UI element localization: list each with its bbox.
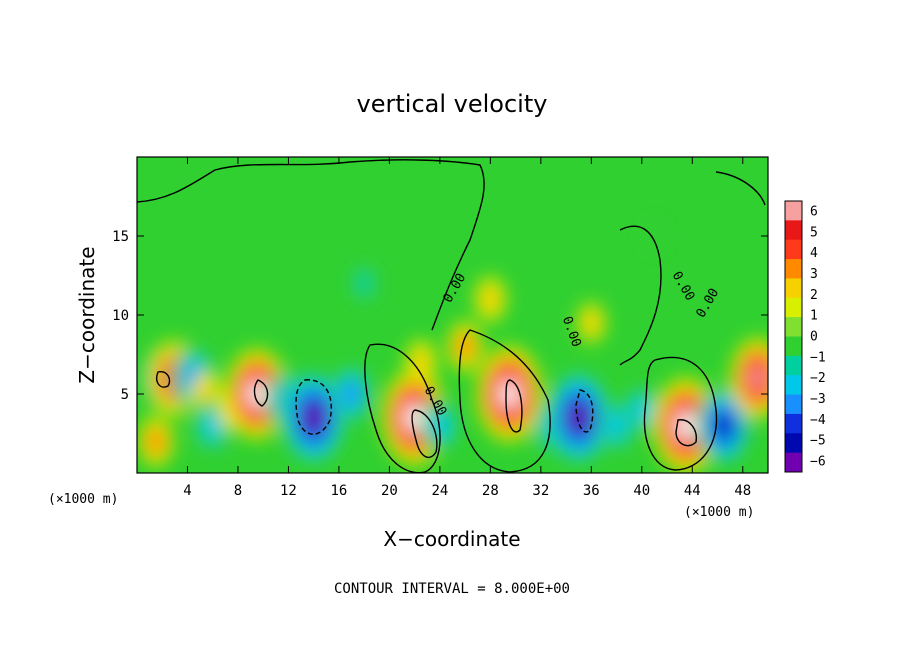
x-tick-label-12: 12 xyxy=(280,483,297,499)
colorbar-tick-2: 4 xyxy=(810,246,818,261)
field-blob-25-2 xyxy=(355,270,374,297)
y-tick-label-10: 10 xyxy=(112,308,129,324)
colorbar-swatch-13 xyxy=(785,452,802,473)
x-tick-label-44: 44 xyxy=(684,483,701,499)
x-tick-label-48: 48 xyxy=(734,483,751,499)
colorbar-frame xyxy=(784,200,803,473)
contour-interval-note: CONTOUR INTERVAL = 8.000E+00 xyxy=(334,581,570,597)
plot-area: 0.000.000.000.000.00 xyxy=(137,157,768,473)
contour-mid-1 xyxy=(295,379,332,435)
colorbar-swatch-9 xyxy=(785,375,802,396)
y-axis-label: Z−coordinate xyxy=(75,246,99,383)
colorbar-tick-0: 6 xyxy=(810,204,818,219)
colorbar-tick-4: 2 xyxy=(810,288,818,303)
field-blob-0-3 xyxy=(147,428,165,454)
contour-inner-1 xyxy=(411,409,438,459)
x-axis-label: X−coordinate xyxy=(383,527,520,551)
colorbar-tick-6: 0 xyxy=(810,330,818,345)
colorbar-tick-12: −6 xyxy=(810,455,826,470)
colorbar-tick-7: −1 xyxy=(810,350,826,365)
field-blobs xyxy=(138,218,768,473)
contour-left-2 xyxy=(253,379,269,407)
field-blob-23-6 xyxy=(716,414,732,438)
y-tick-label-15: 15 xyxy=(112,229,129,245)
x-tick-label-4: 4 xyxy=(183,483,191,499)
field-blob-15-2 xyxy=(480,284,501,315)
colorbar: 6 5 4 3 2 1 0 −1 −2 −3 −4 −5 −6 xyxy=(784,200,826,473)
x-axis-ticks: 4 8 12 16 20 24 28 32 36 40 44 48 xyxy=(183,157,751,499)
x-unit-label-left: (×1000 m) xyxy=(48,492,118,507)
field-blob-5-3 xyxy=(203,411,223,440)
contour-ring-2 xyxy=(458,329,551,473)
y-axis-ticks: 5 10 15 xyxy=(112,229,768,403)
field-blob-20-3 xyxy=(607,411,626,440)
colorbar-swatch-11 xyxy=(785,413,802,434)
field-blob-24-6 xyxy=(750,366,766,390)
field-blob-10-4 xyxy=(343,382,360,406)
colorbar-swatch-3 xyxy=(785,259,802,279)
x-tick-label-20: 20 xyxy=(381,483,398,499)
colorbar-swatch-2 xyxy=(785,239,802,260)
colorbar-tick-8: −2 xyxy=(810,371,826,386)
contour-left-1 xyxy=(156,371,171,388)
colorbar-tick-11: −5 xyxy=(810,434,826,449)
contour-top xyxy=(137,159,485,331)
x-tick-label-24: 24 xyxy=(431,483,448,499)
contour-ring-3 xyxy=(643,356,718,471)
contour-right xyxy=(619,171,766,366)
colorbar-swatch-5 xyxy=(785,297,802,318)
field-blob-19-2 xyxy=(582,309,601,337)
contour-lines xyxy=(137,159,766,473)
chart-title: vertical velocity xyxy=(357,90,548,118)
x-tick-label-32: 32 xyxy=(532,483,549,499)
x-tick-label-16: 16 xyxy=(330,483,347,499)
field-blob-9-7 xyxy=(305,405,322,430)
colorbar-swatch-7 xyxy=(785,336,802,357)
field-blob-7-7 xyxy=(249,382,265,406)
colorbar-swatch-12 xyxy=(785,433,802,454)
x-unit-label-right: (×1000 m) xyxy=(684,505,754,520)
colorbar-tick-10: −4 xyxy=(810,413,826,428)
x-tick-label-40: 40 xyxy=(633,483,650,499)
colorbar-tick-3: 3 xyxy=(810,267,818,282)
colorbar-tick-5: 1 xyxy=(810,309,818,324)
field-blob-26-1 xyxy=(642,218,667,254)
field-blob-11-7 xyxy=(406,405,423,430)
colorbar-tick-9: −3 xyxy=(810,392,826,407)
contour-ring-1 xyxy=(364,343,441,473)
field-blob-21-3 xyxy=(633,397,651,423)
x-tick-label-28: 28 xyxy=(482,483,499,499)
field-blob-16-7 xyxy=(501,382,518,406)
colorbar-swatch-4 xyxy=(785,278,802,299)
field-blob-12-2 xyxy=(410,347,432,378)
colorbar-swatch-10 xyxy=(785,394,802,415)
x-tick-label-36: 36 xyxy=(583,483,600,499)
contour-inner-3 xyxy=(675,419,697,447)
colorbar-swatch-0 xyxy=(785,201,802,221)
x-tick-label-8: 8 xyxy=(234,483,242,499)
colorbar-tick-1: 5 xyxy=(810,225,818,240)
field-blob-18-7 xyxy=(570,405,587,430)
colorbar-swatch-8 xyxy=(785,355,802,376)
contour-inner-2 xyxy=(505,379,523,433)
y-tick-label-5: 5 xyxy=(121,387,129,403)
contour-mid-2 xyxy=(575,389,594,433)
colorbar-swatch-1 xyxy=(785,220,802,241)
colorbar-swatch-6 xyxy=(785,317,802,337)
